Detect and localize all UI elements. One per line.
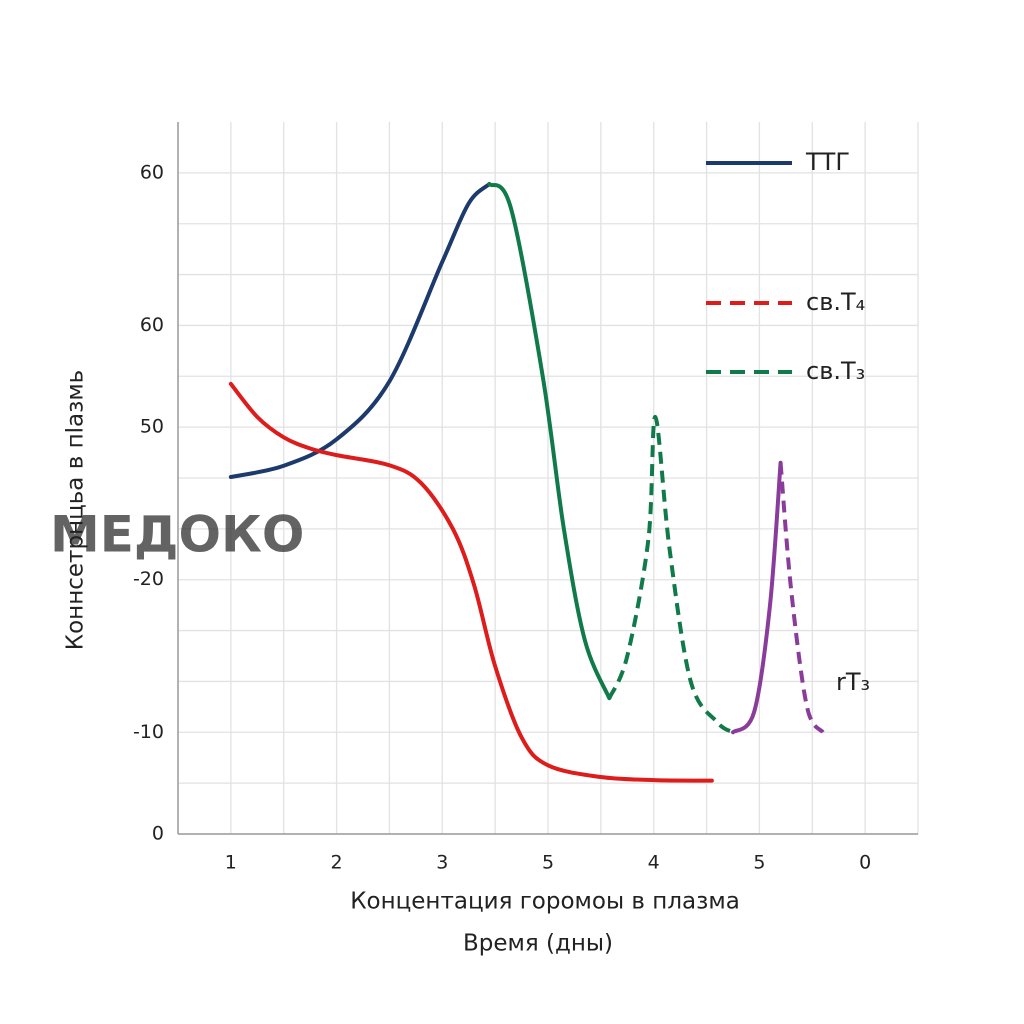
y-tick-label: -20 xyxy=(133,568,164,590)
y-tick-label: 60 xyxy=(140,161,164,183)
series-line xyxy=(778,462,825,734)
y-axis-title: Коннсетрнцьа в пlaзмь xyxy=(63,370,89,650)
y-tick-label: 50 xyxy=(140,416,164,438)
x-tick-label: 5 xyxy=(542,852,554,874)
x-tick-label: 5 xyxy=(753,852,765,874)
x-axis-title: Концентация горомоы в плазма xyxy=(350,889,740,915)
y-tick-label: 60 xyxy=(140,314,164,336)
y-tick-label: -10 xyxy=(133,721,164,743)
x-tick-label: 4 xyxy=(648,852,660,874)
x-axis-subtitle: Время (дны) xyxy=(463,931,613,957)
series-line xyxy=(731,460,783,735)
legend-label: ТТГ xyxy=(805,148,850,176)
series-line xyxy=(607,414,735,735)
series-line xyxy=(228,182,492,479)
legend-label: rT₃ xyxy=(836,668,870,696)
y-tick-label: 0 xyxy=(152,823,164,845)
series-line xyxy=(228,381,714,783)
x-tick-label: 2 xyxy=(331,852,343,874)
x-tick-label: 3 xyxy=(436,852,448,874)
series-line xyxy=(487,182,612,701)
legend-label: св.T₄ xyxy=(806,288,865,316)
x-tick-label: 0 xyxy=(859,852,871,874)
legend-label: св.T₃ xyxy=(806,357,865,385)
x-tick-label: 1 xyxy=(225,852,237,874)
watermark: МЕДОКО xyxy=(50,506,304,564)
